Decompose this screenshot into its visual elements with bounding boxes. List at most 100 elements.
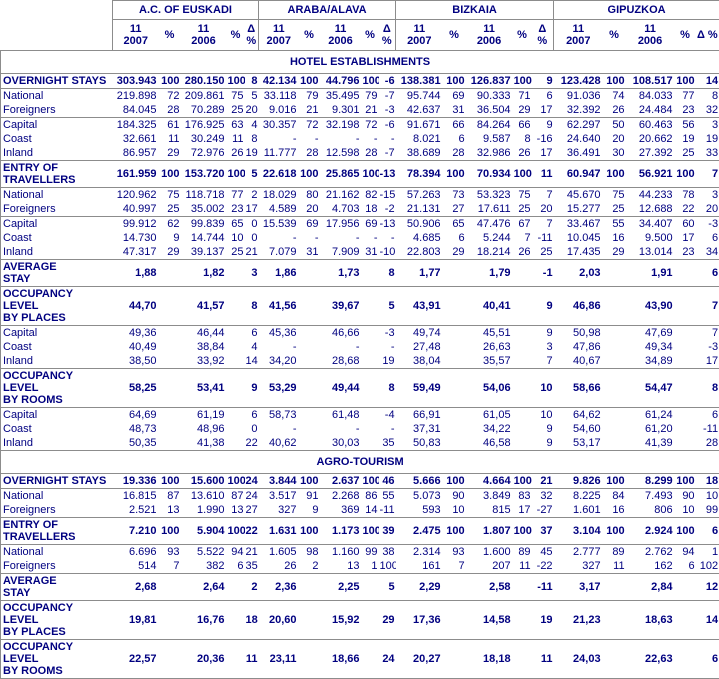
cell-pct-2006: 94	[227, 545, 245, 560]
cell-delta-pct: 4	[245, 118, 259, 133]
row-label: ENTRY OF TRAVELLERS	[1, 161, 113, 188]
cell-delta-pct: -11	[696, 422, 719, 436]
cell-pct-2006	[675, 436, 696, 451]
cell-value-2007: 50,83	[396, 436, 443, 451]
cell-delta-pct: 11	[532, 640, 554, 679]
cell-pct-2007	[443, 422, 466, 436]
cell-value-2007: 18.029	[259, 188, 299, 203]
cell-value-2006: 1,73	[320, 260, 362, 287]
cell-value-2007: 4.685	[396, 231, 443, 245]
cell-pct-2007: 6	[443, 132, 466, 146]
cell-pct-2007: 93	[443, 545, 466, 560]
cell-pct-2006: 100	[362, 474, 379, 489]
cell-value-2007: 91.036	[554, 89, 603, 104]
cell-delta-pct: 8	[379, 260, 396, 287]
cell-pct-2007	[603, 574, 626, 601]
cell-value-2006: 56.921	[626, 161, 675, 188]
cell-value-2007: 10.045	[554, 231, 603, 245]
cell-pct-2006	[362, 326, 379, 341]
cell-delta-pct: 14	[696, 601, 719, 640]
cell-pct-2007	[443, 574, 466, 601]
cell-pct-2006: 94	[675, 545, 696, 560]
cell-value-2006: 41,57	[181, 287, 227, 326]
cell-value-2006: 18,63	[626, 601, 675, 640]
cell-pct-2006: 89	[513, 545, 532, 560]
column-header-pct-2007: %	[299, 20, 320, 51]
cell-delta-pct: -	[379, 231, 396, 245]
cell-pct-2007: 80	[299, 188, 320, 203]
cell-pct-2007: 100	[603, 518, 626, 545]
cell-pct-2007: 26	[603, 103, 626, 118]
cell-pct-2007: 10	[443, 503, 466, 518]
row-label: Inland	[1, 245, 113, 260]
cell-value-2006: 21.162	[320, 188, 362, 203]
cell-pct-2007: 100	[159, 518, 181, 545]
cell-pct-2007	[299, 340, 320, 354]
cell-delta-pct: 7	[696, 161, 719, 188]
cell-value-2006: 118.718	[181, 188, 227, 203]
cell-delta-pct: 9	[532, 422, 554, 436]
cell-value-2007: 7.210	[113, 518, 159, 545]
cell-pct-2006: 100	[513, 474, 532, 489]
cell-pct-2006: 71	[513, 89, 532, 104]
cell-value-2007: 2.314	[396, 545, 443, 560]
cell-value-2007: 53,29	[259, 369, 299, 408]
cell-value-2006: 209.861	[181, 89, 227, 104]
cell-pct-2006: 8	[513, 132, 532, 146]
cell-pct-2007: 69	[443, 89, 466, 104]
cell-value-2007: 30.357	[259, 118, 299, 133]
cell-pct-2007	[159, 287, 181, 326]
cell-value-2007: 2.777	[554, 545, 603, 560]
cell-value-2007: 2.521	[113, 503, 159, 518]
cell-pct-2006: 19	[675, 132, 696, 146]
cell-value-2006: 46,44	[181, 326, 227, 341]
cell-pct-2006: 13	[227, 503, 245, 518]
cell-value-2006: 207	[466, 559, 513, 574]
row-label: Capital	[1, 217, 113, 232]
cell-value-2007: 9.016	[259, 103, 299, 118]
row-label: National	[1, 89, 113, 104]
cell-pct-2006: 79	[362, 89, 379, 104]
cell-value-2007: 40,49	[113, 340, 159, 354]
cell-value-2006: 3.849	[466, 489, 513, 504]
row-label: Capital	[1, 326, 113, 341]
cell-value-2007: 50,98	[554, 326, 603, 341]
cell-value-2007: 161.959	[113, 161, 159, 188]
cell-value-2007: 47,86	[554, 340, 603, 354]
cell-pct-2007: 9	[159, 231, 181, 245]
cell-pct-2006	[675, 326, 696, 341]
cell-value-2007: 34,20	[259, 354, 299, 369]
corner-blank-cell	[1, 20, 113, 51]
cell-pct-2007	[443, 354, 466, 369]
cell-delta-pct: -10	[379, 245, 396, 260]
cell-delta-pct: -	[379, 422, 396, 436]
cell-value-2006: 25.865	[320, 161, 362, 188]
cell-value-2007: 161	[396, 559, 443, 574]
cell-value-2007: 6.696	[113, 545, 159, 560]
cell-delta-pct: 9	[532, 326, 554, 341]
cell-pct-2006	[675, 601, 696, 640]
cell-pct-2006: 25	[227, 245, 245, 260]
cell-value-2006: 17.611	[466, 202, 513, 217]
column-header-pct-2006: %	[675, 20, 696, 51]
cell-value-2007: 327	[554, 559, 603, 574]
cell-value-2006: 7.909	[320, 245, 362, 260]
cell-value-2007: 3.844	[259, 474, 299, 489]
cell-delta-pct: 3	[245, 260, 259, 287]
cell-value-2007: 42.637	[396, 103, 443, 118]
cell-delta-pct: -1	[532, 260, 554, 287]
cell-pct-2007: 11	[603, 559, 626, 574]
cell-value-2006: 126.837	[466, 74, 513, 89]
cell-value-2006: 15.600	[181, 474, 227, 489]
cell-value-2006: 176.925	[181, 118, 227, 133]
cell-delta-pct: 6	[696, 231, 719, 245]
cell-delta-pct: 0	[245, 231, 259, 245]
cell-delta-pct: 17	[532, 103, 554, 118]
cell-delta-pct: 9	[532, 74, 554, 89]
cell-value-2007: 45.670	[554, 188, 603, 203]
